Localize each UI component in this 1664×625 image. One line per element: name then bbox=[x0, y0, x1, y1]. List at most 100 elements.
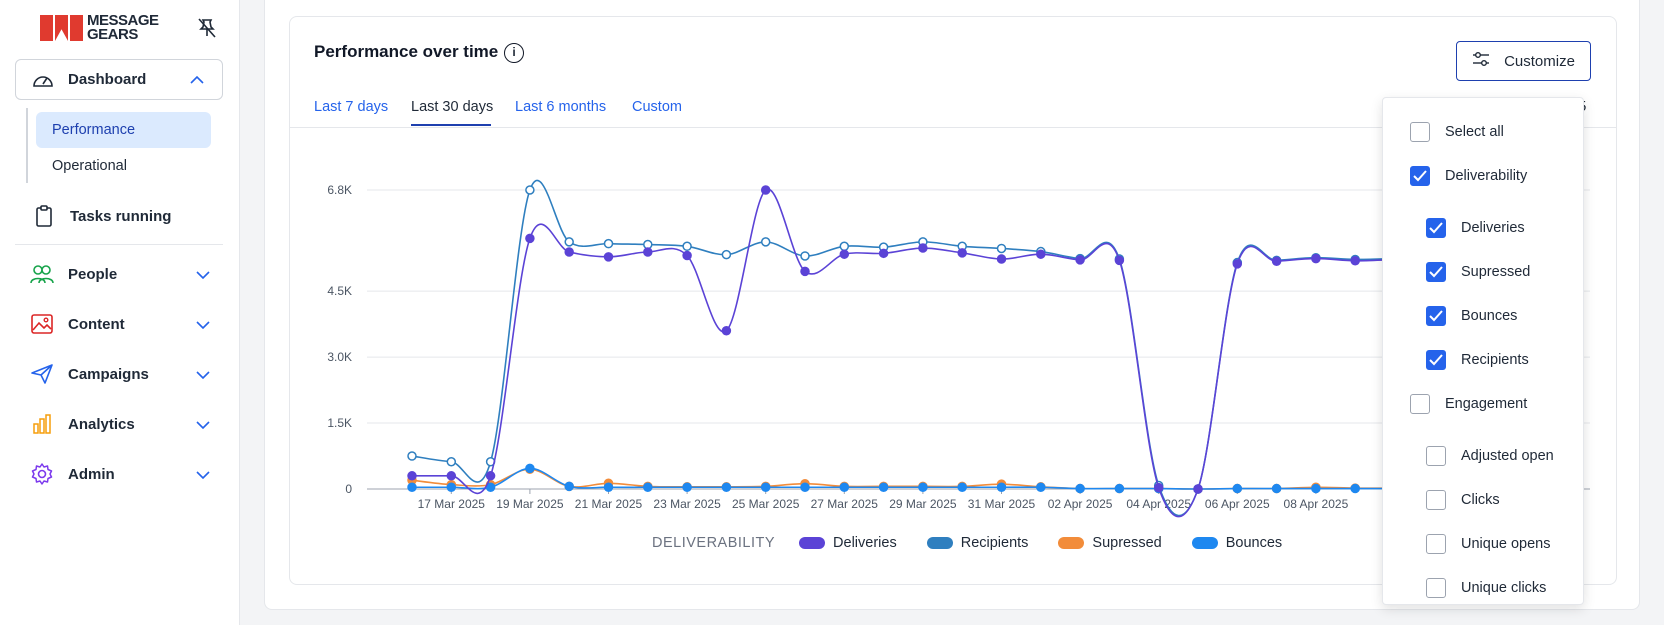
send-icon bbox=[30, 363, 54, 385]
checkbox-bounces[interactable] bbox=[1426, 306, 1446, 326]
option-label: Select all bbox=[1445, 124, 1504, 140]
checkbox-adjusted-open[interactable] bbox=[1426, 446, 1446, 466]
option-label: Engagement bbox=[1445, 396, 1528, 412]
option-deliveries[interactable]: Deliveries bbox=[1426, 218, 1525, 238]
checkbox-deliveries[interactable] bbox=[1426, 218, 1446, 238]
tab-last-7-days[interactable]: Last 7 days bbox=[314, 99, 389, 115]
legend-swatch-bounces bbox=[1191, 537, 1218, 549]
nav-dashboard[interactable]: Dashboard bbox=[15, 59, 223, 100]
legend-item-recipients[interactable]: Recipients bbox=[926, 535, 1029, 551]
tab-last-6-months[interactable]: Last 6 months bbox=[515, 99, 607, 115]
nav-tasks-label: Tasks running bbox=[70, 207, 172, 225]
tab-custom[interactable]: Custom bbox=[632, 99, 682, 115]
check-icon bbox=[1429, 222, 1443, 234]
checkbox-clicks[interactable] bbox=[1426, 490, 1446, 510]
option-adjusted-open[interactable]: Adjusted open bbox=[1426, 446, 1554, 466]
legend-item-deliveries[interactable]: Deliveries bbox=[799, 535, 897, 551]
nav-admin-label: Admin bbox=[68, 465, 115, 483]
sliders-icon bbox=[1472, 51, 1490, 71]
option-recipients[interactable]: Recipients bbox=[1426, 350, 1529, 370]
chevron-up-icon bbox=[190, 72, 204, 90]
option-label: Unique clicks bbox=[1461, 580, 1547, 596]
checkbox-unique-opens[interactable] bbox=[1426, 534, 1446, 554]
nav-campaigns[interactable]: Campaigns bbox=[30, 359, 210, 389]
bar-chart-icon bbox=[30, 413, 54, 435]
check-icon bbox=[1429, 266, 1443, 278]
legend-swatch-deliveries bbox=[799, 537, 826, 549]
legend-label-supressed: Supressed bbox=[1092, 535, 1162, 551]
subnav-item-operational[interactable]: Operational bbox=[52, 158, 127, 174]
option-unique-opens[interactable]: Unique opens bbox=[1426, 534, 1551, 554]
nav-people[interactable]: People bbox=[30, 259, 210, 289]
legend-label-recipients: Recipients bbox=[960, 535, 1029, 551]
check-icon bbox=[1413, 170, 1427, 182]
legend-label-deliveries: Deliveries bbox=[833, 535, 897, 551]
panel-title: Performance over time bbox=[314, 42, 499, 61]
checkbox-unique-clicks[interactable] bbox=[1426, 578, 1446, 598]
chart-legend: DELIVERABILITY Deliveries Recipients Sup… bbox=[652, 535, 1312, 551]
customize-button[interactable]: Customize bbox=[1456, 41, 1591, 81]
sidebar-divider bbox=[15, 244, 223, 245]
chevron-down-icon bbox=[196, 317, 210, 335]
checkbox-deliverability[interactable] bbox=[1410, 166, 1430, 186]
nav-content-label: Content bbox=[68, 315, 125, 333]
legend-label-bounces: Bounces bbox=[1225, 535, 1283, 551]
check-icon bbox=[1429, 354, 1443, 366]
option-label: Supressed bbox=[1461, 264, 1531, 280]
checkbox-recipients[interactable] bbox=[1426, 350, 1446, 370]
chevron-down-icon bbox=[196, 267, 210, 285]
option-unique-clicks[interactable]: Unique clicks bbox=[1426, 578, 1546, 598]
nav-analytics-label: Analytics bbox=[68, 415, 135, 433]
option-engagement[interactable]: Engagement bbox=[1410, 394, 1527, 414]
option-select-all[interactable]: Select all bbox=[1410, 122, 1504, 142]
gear-icon bbox=[30, 463, 54, 485]
checkbox-engagement[interactable] bbox=[1410, 394, 1430, 414]
nav-tasks-running[interactable]: Tasks running bbox=[32, 201, 212, 231]
check-icon bbox=[1429, 310, 1443, 322]
active-tab-indicator bbox=[411, 124, 491, 126]
chevron-down-icon bbox=[196, 467, 210, 485]
option-label: Deliveries bbox=[1461, 220, 1525, 236]
option-bounces[interactable]: Bounces bbox=[1426, 306, 1517, 326]
nav-campaigns-label: Campaigns bbox=[68, 365, 149, 383]
logo-line-2: GEARS bbox=[87, 26, 138, 43]
image-icon bbox=[30, 313, 54, 335]
tabs-divider bbox=[290, 127, 1616, 128]
option-supressed[interactable]: Supressed bbox=[1426, 262, 1530, 282]
option-label: Recipients bbox=[1461, 352, 1529, 368]
subnav-item-performance[interactable]: Performance bbox=[36, 112, 211, 148]
legend-item-supressed[interactable]: Supressed bbox=[1058, 535, 1162, 551]
nav-dashboard-label: Dashboard bbox=[68, 71, 147, 88]
legend-item-bounces[interactable]: Bounces bbox=[1191, 535, 1283, 551]
option-label: Clicks bbox=[1461, 492, 1500, 508]
customize-dropdown: Select all Deliverability Deliveries Sup… bbox=[1382, 97, 1584, 605]
clipboard-icon bbox=[32, 205, 56, 227]
option-label: Bounces bbox=[1461, 308, 1518, 324]
option-clicks[interactable]: Clicks bbox=[1426, 490, 1500, 510]
chevron-down-icon bbox=[196, 417, 210, 435]
nav-people-label: People bbox=[68, 265, 118, 283]
nav-content[interactable]: Content bbox=[30, 309, 210, 339]
subnav-rail bbox=[26, 108, 28, 183]
gauge-icon bbox=[32, 71, 54, 89]
checkbox-supressed[interactable] bbox=[1426, 262, 1446, 282]
legend-swatch-supressed bbox=[1058, 537, 1085, 549]
logo-line-1: MESSAGE bbox=[87, 12, 159, 29]
option-label: Adjusted open bbox=[1461, 448, 1554, 464]
sidebar: MESSAGE GEARS Dashboard Performance Oper… bbox=[0, 0, 240, 625]
tab-last-30-days[interactable]: Last 30 days bbox=[411, 99, 494, 115]
nav-analytics[interactable]: Analytics bbox=[30, 409, 210, 439]
pin-icon[interactable] bbox=[198, 18, 216, 43]
people-icon bbox=[30, 263, 54, 285]
option-label: Deliverability bbox=[1445, 168, 1528, 184]
brand-logo[interactable]: MESSAGE GEARS bbox=[40, 12, 159, 43]
nav-admin[interactable]: Admin bbox=[30, 459, 210, 489]
logo-mark-icon bbox=[40, 15, 83, 41]
chevron-down-icon bbox=[196, 367, 210, 385]
checkbox-select-all[interactable] bbox=[1410, 122, 1430, 142]
customize-label: Customize bbox=[1504, 52, 1575, 70]
legend-swatch-recipients bbox=[926, 537, 953, 549]
option-label: Unique opens bbox=[1461, 536, 1551, 552]
option-deliverability[interactable]: Deliverability bbox=[1410, 166, 1527, 186]
info-icon[interactable]: i bbox=[504, 43, 524, 63]
